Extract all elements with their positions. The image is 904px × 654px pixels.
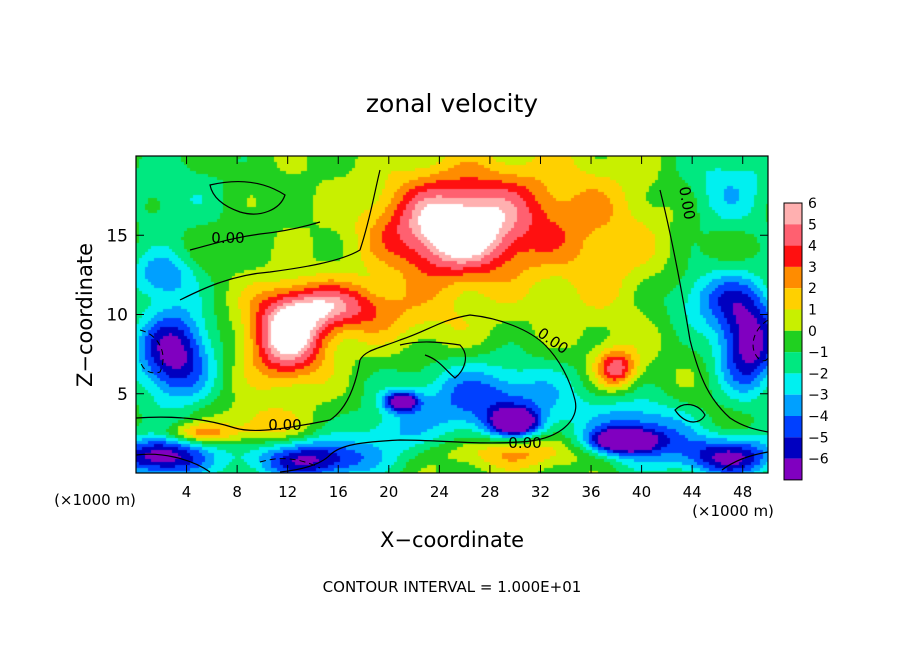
x-tick-label: 40: [632, 483, 651, 501]
colorbar-swatch: [784, 330, 802, 353]
chart-title: zonal velocity: [366, 89, 538, 118]
colorbar-label: −1: [808, 345, 829, 361]
contour-interval-note: CONTOUR INTERVAL = 1.000E+01: [323, 578, 582, 596]
colorbar-swatch: [784, 394, 802, 416]
x-tick-label: 24: [430, 483, 449, 501]
y-tick-label: 5: [117, 385, 128, 405]
x-tick-label: 12: [278, 483, 297, 501]
colorbar-swatch: [784, 224, 802, 246]
colorbar-frame: [783, 202, 803, 481]
plot-area: 0.000.000.000.000.00: [135, 155, 769, 474]
colorbar-label: −2: [808, 366, 829, 382]
colorbar-swatch: [784, 266, 802, 289]
zero-contour-lines: [135, 169, 769, 473]
colorbar-swatch: [784, 245, 802, 267]
x-axis-label: X−coordinate: [380, 528, 524, 552]
x-axis-ticks: 4 8 12 16 20 24 28 32 36 40 44 48: [182, 156, 752, 501]
colorbar-label: 2: [808, 281, 817, 297]
contour-label: 0.00: [268, 416, 301, 434]
colorbar-label: 1: [808, 303, 817, 319]
colorbar-label: −6: [808, 452, 829, 468]
colorbar-label: 6: [808, 196, 817, 212]
x-tick-label: 20: [379, 483, 398, 501]
y-axis-label: Z−coordinate: [73, 243, 97, 387]
colorbar-label: −5: [808, 430, 829, 446]
colorbar-label: −3: [808, 388, 829, 404]
colorbar-label: 4: [808, 239, 817, 255]
colorbar: 6 5 4 3 2 1 0 −1 −2 −3 −4 −5 −6: [783, 196, 829, 481]
x-tick-label: 4: [182, 483, 192, 501]
contour-label: 0.00: [675, 185, 699, 221]
x-tick-label: 32: [531, 483, 550, 501]
contour-label: 0.00: [508, 434, 541, 452]
y-axis-ticks: 5 10 15: [106, 226, 768, 405]
velocity-field: [136, 156, 768, 473]
colorbar-swatch: [784, 352, 802, 374]
colorbar-swatch: [784, 437, 802, 459]
colorbar-swatch: [784, 309, 802, 331]
colorbar-swatch: [784, 373, 802, 395]
x-unit-right: (×1000 m): [692, 502, 774, 520]
colorbar-swatch: [784, 416, 802, 438]
contour-label: 0.00: [211, 229, 244, 247]
x-tick-label: 44: [683, 483, 702, 501]
x-tick-label: 36: [581, 483, 600, 501]
y-tick-label: 15: [106, 226, 128, 246]
colorbar-label: 5: [808, 217, 817, 233]
y-tick-label: 10: [106, 306, 128, 326]
colorbar-label: 0: [808, 324, 817, 340]
colorbar-swatch: [784, 288, 802, 310]
colorbar-label: 3: [808, 260, 817, 276]
x-tick-label: 8: [232, 483, 242, 501]
x-tick-label: 48: [733, 483, 752, 501]
x-unit-left: (×1000 m): [54, 491, 136, 509]
dashed-contours: [139, 319, 769, 469]
x-tick-label: 16: [329, 483, 348, 501]
colorbar-swatch: [784, 203, 802, 225]
x-tick-label: 28: [480, 483, 499, 501]
colorbar-swatch: [784, 458, 802, 480]
colorbar-label: −4: [808, 409, 829, 425]
